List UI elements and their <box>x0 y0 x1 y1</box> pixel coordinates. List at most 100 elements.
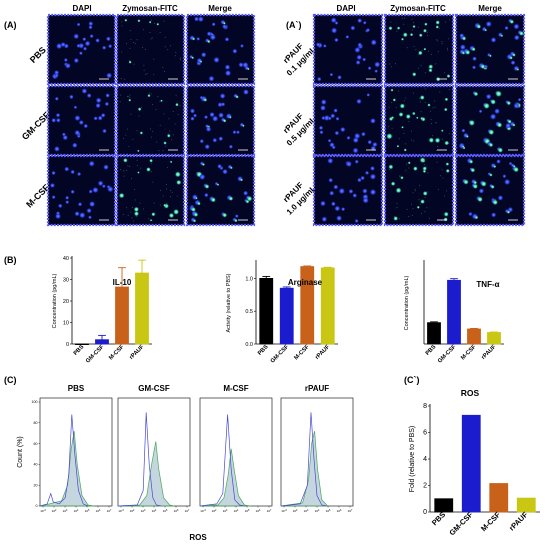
x-tick-exponent: -3 <box>204 509 207 512</box>
x-tick-exponent: 3 <box>226 509 228 512</box>
nucleus-mark <box>95 97 102 104</box>
particle-mark <box>471 47 476 52</box>
nucleus-mark <box>327 116 332 121</box>
x-tick-label: 103 <box>141 509 146 513</box>
speckle-mark <box>143 64 145 66</box>
nucleus-mark <box>362 20 367 25</box>
nucleus-mark <box>194 16 199 22</box>
speckle-mark <box>166 188 168 190</box>
particle-mark <box>149 158 153 163</box>
nucleus-mark <box>361 131 366 137</box>
nucleus-mark <box>334 37 339 43</box>
x-axis-label: ROS <box>189 533 207 542</box>
particle-mark <box>513 166 519 173</box>
nucleus-mark <box>478 109 483 114</box>
nucleus-mark <box>65 195 70 200</box>
speckle-mark <box>177 113 179 115</box>
particle-mark <box>443 211 449 217</box>
particle-mark <box>518 30 524 36</box>
x-tick-label: 106 <box>337 509 342 513</box>
speckle-mark <box>418 199 420 201</box>
x-tick-label: 10-3 <box>118 509 124 513</box>
speckle-mark <box>138 115 140 117</box>
speckle-mark <box>421 213 423 215</box>
speckle-mark <box>448 169 450 171</box>
speckle-mark <box>410 139 412 141</box>
speckle-mark <box>412 29 414 31</box>
x-tick-exponent: 7 <box>188 509 190 512</box>
nucleus-mark <box>92 186 99 194</box>
x-tick-exponent: 2 <box>215 509 217 512</box>
nucleus-mark <box>64 62 71 69</box>
speckle-mark <box>430 123 432 125</box>
nucleus-mark <box>101 184 106 189</box>
histogram-title: PBS <box>68 384 85 393</box>
nucleus-mark <box>203 115 209 120</box>
nucleus-mark <box>330 113 336 119</box>
nucleus-mark <box>330 17 337 24</box>
x-tick-label: 103 <box>63 509 68 513</box>
y-tick-label: 20 <box>34 483 38 487</box>
particle-mark <box>168 212 175 219</box>
speckle-mark <box>163 113 165 115</box>
speckle-mark <box>424 88 426 90</box>
nucleus-mark <box>333 108 338 113</box>
nucleus-mark <box>196 36 201 41</box>
speckle-mark <box>153 58 155 60</box>
speckle-mark <box>404 17 406 19</box>
speckle-mark <box>129 165 131 167</box>
x-tick-label: 102 <box>212 509 217 513</box>
category-label: GM-CSF <box>85 344 106 365</box>
bar-gm-csf <box>447 279 461 345</box>
chart-title: Arginase <box>288 278 323 287</box>
nucleus-mark <box>329 72 334 77</box>
speckle-mark <box>397 90 399 92</box>
category-label: rPAUF <box>129 344 146 361</box>
particle-mark <box>195 196 198 200</box>
x-tick-label: 106 <box>256 509 261 513</box>
nucleus-mark <box>485 93 492 100</box>
speckle-mark <box>406 209 408 211</box>
nucleus-mark <box>357 18 363 24</box>
micrograph-tile <box>115 13 186 86</box>
speckle-mark <box>162 150 164 152</box>
speckle-mark <box>412 192 414 194</box>
particle-mark <box>444 97 449 102</box>
sample-histogram <box>117 441 175 507</box>
speckle-mark <box>411 18 413 20</box>
particle-mark <box>480 64 486 70</box>
speckle-mark <box>171 191 173 193</box>
particle-mark <box>163 141 167 145</box>
speckle-mark <box>408 121 410 123</box>
particle-mark <box>191 56 195 60</box>
y-tick-label: 30 <box>63 278 69 284</box>
particle-mark <box>497 147 504 153</box>
particle-mark <box>229 115 232 119</box>
nucleus-mark <box>238 62 244 68</box>
speckle-mark <box>155 109 157 111</box>
micrograph-tile <box>312 84 384 157</box>
speckle-mark <box>413 45 415 47</box>
nucleus-mark <box>222 168 228 175</box>
chart-title: ROS <box>461 388 480 398</box>
speckle-mark <box>437 188 439 190</box>
nucleus-mark <box>78 119 84 126</box>
speckle-mark <box>435 122 437 124</box>
nucleus-mark <box>494 108 501 115</box>
particle-mark <box>427 103 431 107</box>
particle-mark <box>137 149 140 153</box>
particle-mark <box>388 26 393 31</box>
particle-mark <box>483 102 490 110</box>
speckle-mark <box>142 208 144 210</box>
speckle-mark <box>136 159 138 161</box>
particle-mark <box>412 24 416 29</box>
ros-histogram-chart: PBS 10-3 102 103 104 105 106 107 GM-CSF 10-3 102 10… <box>17 384 354 542</box>
speckle-mark <box>440 175 442 177</box>
x-tick-exponent: 6 <box>99 509 101 512</box>
particle-mark <box>149 219 153 222</box>
speckle-mark <box>130 39 132 41</box>
nucleus-mark <box>54 146 60 152</box>
micrograph-tile <box>185 154 256 227</box>
nucleus-mark <box>83 123 89 129</box>
